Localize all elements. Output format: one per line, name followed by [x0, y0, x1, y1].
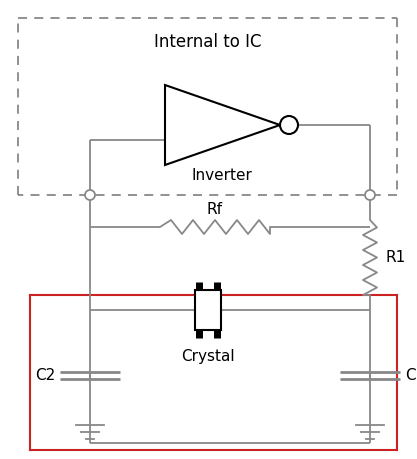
Text: Internal to IC: Internal to IC — [154, 33, 262, 51]
Text: C1: C1 — [405, 368, 417, 382]
Text: R1: R1 — [386, 250, 406, 265]
Text: Crystal: Crystal — [181, 348, 235, 364]
Circle shape — [365, 190, 375, 200]
Circle shape — [85, 190, 95, 200]
Circle shape — [280, 116, 298, 134]
Text: C2: C2 — [35, 368, 55, 382]
Text: Rf: Rf — [207, 202, 223, 217]
Bar — [195, 290, 221, 330]
Text: Inverter: Inverter — [191, 168, 252, 183]
